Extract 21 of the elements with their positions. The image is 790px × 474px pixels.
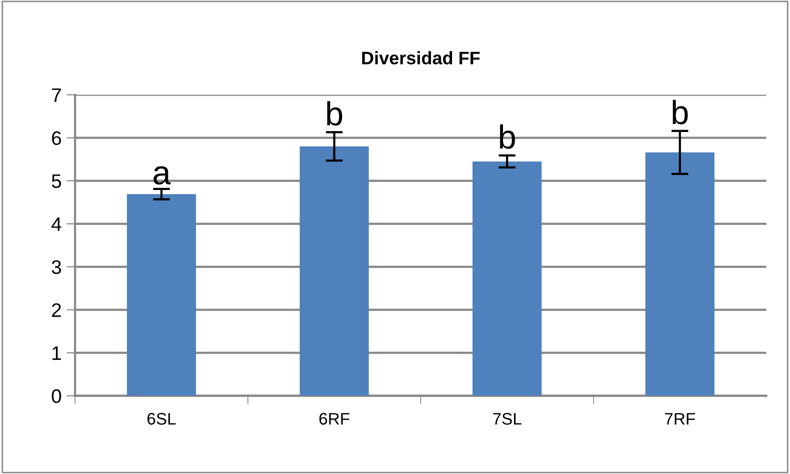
y-tick-label: 0 [52, 389, 62, 404]
x-tick-label: 6RF [319, 412, 350, 425]
bar [126, 194, 196, 396]
y-tick-label: 6 [52, 131, 61, 146]
y-tick-label: 4 [51, 217, 62, 231]
y-tick-label: 2 [52, 303, 61, 317]
annotation: b [672, 100, 688, 124]
bar [472, 161, 542, 396]
y-tick-label: 3 [52, 260, 61, 274]
y-tick-label: 5 [52, 174, 62, 188]
x-tick-label: 6SL [147, 412, 176, 425]
chart-title: Diversidad FF [362, 51, 480, 64]
x-tick-label: 7SL [493, 412, 522, 425]
bar [300, 146, 369, 396]
bar [645, 152, 714, 396]
y-tick-label: 1 [52, 346, 61, 360]
annotation: b [500, 124, 515, 149]
annotation: b [327, 101, 342, 126]
x-tick-label: 7RF [665, 413, 695, 425]
y-tick-label: 7 [52, 88, 61, 102]
annotation: a [154, 166, 171, 185]
